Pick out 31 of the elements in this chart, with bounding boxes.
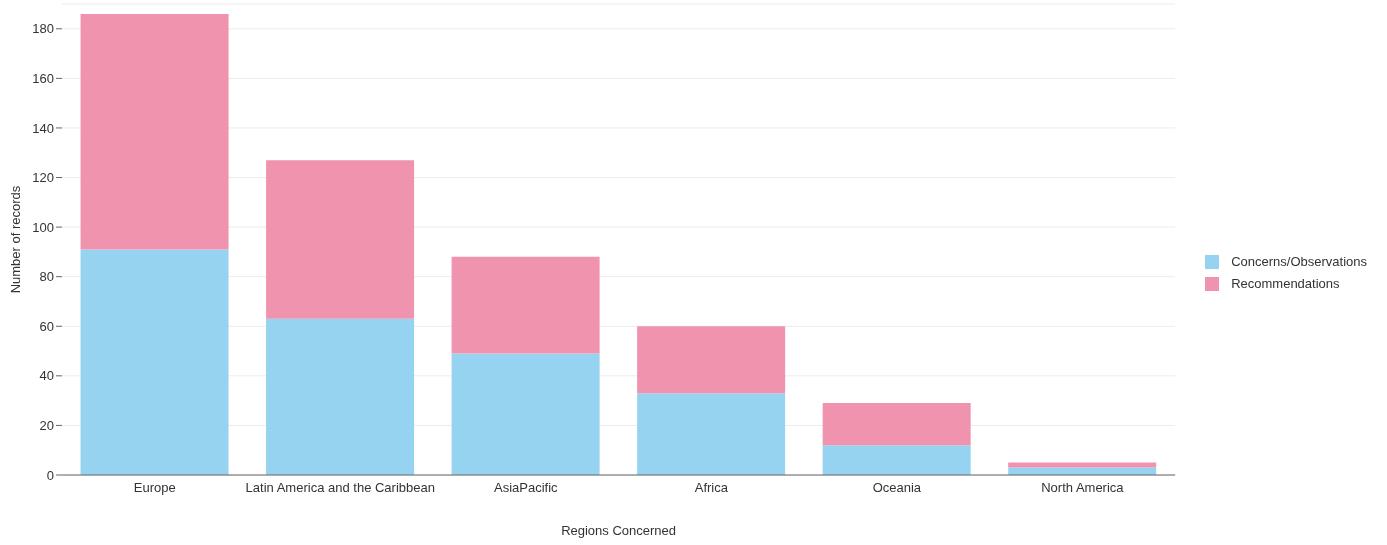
x-tick-label: North America bbox=[1041, 480, 1125, 496]
x-tick-label: Africa bbox=[694, 480, 729, 496]
y-tick-label: 60 bbox=[39, 318, 54, 334]
bar bbox=[451, 353, 600, 475]
y-tick-label: 160 bbox=[32, 70, 54, 86]
x-tick-label: Europe bbox=[133, 480, 176, 496]
y-tick-label: 0 bbox=[46, 467, 54, 483]
y-tick-label: 140 bbox=[32, 120, 54, 136]
y-tick-label: 80 bbox=[39, 269, 54, 285]
x-axis-title: Regions Concerned bbox=[561, 523, 677, 538]
x-tick-label: Latin America and the Caribbean bbox=[245, 480, 435, 496]
legend-label: Concerns/Observations bbox=[1231, 253, 1367, 269]
bar bbox=[822, 403, 971, 446]
y-tick-label: 100 bbox=[32, 219, 54, 235]
bar bbox=[80, 249, 229, 475]
bar bbox=[80, 13, 229, 250]
y-tick-label: 180 bbox=[32, 21, 54, 37]
x-tick-label: Oceania bbox=[872, 480, 922, 496]
bar bbox=[1008, 462, 1157, 468]
x-tick-label: AsiaPacific bbox=[494, 480, 559, 496]
y-tick-label: 120 bbox=[32, 170, 54, 186]
bar bbox=[266, 160, 415, 319]
y-axis-title: Number of records bbox=[7, 185, 23, 294]
bar bbox=[822, 445, 971, 475]
bar bbox=[266, 318, 415, 475]
y-tick-label: 40 bbox=[39, 368, 54, 384]
bar bbox=[637, 326, 786, 394]
bar bbox=[637, 393, 786, 475]
bar bbox=[451, 256, 600, 354]
y-tick-label: 20 bbox=[39, 418, 54, 434]
legend-label: Recommendations bbox=[1231, 275, 1340, 291]
